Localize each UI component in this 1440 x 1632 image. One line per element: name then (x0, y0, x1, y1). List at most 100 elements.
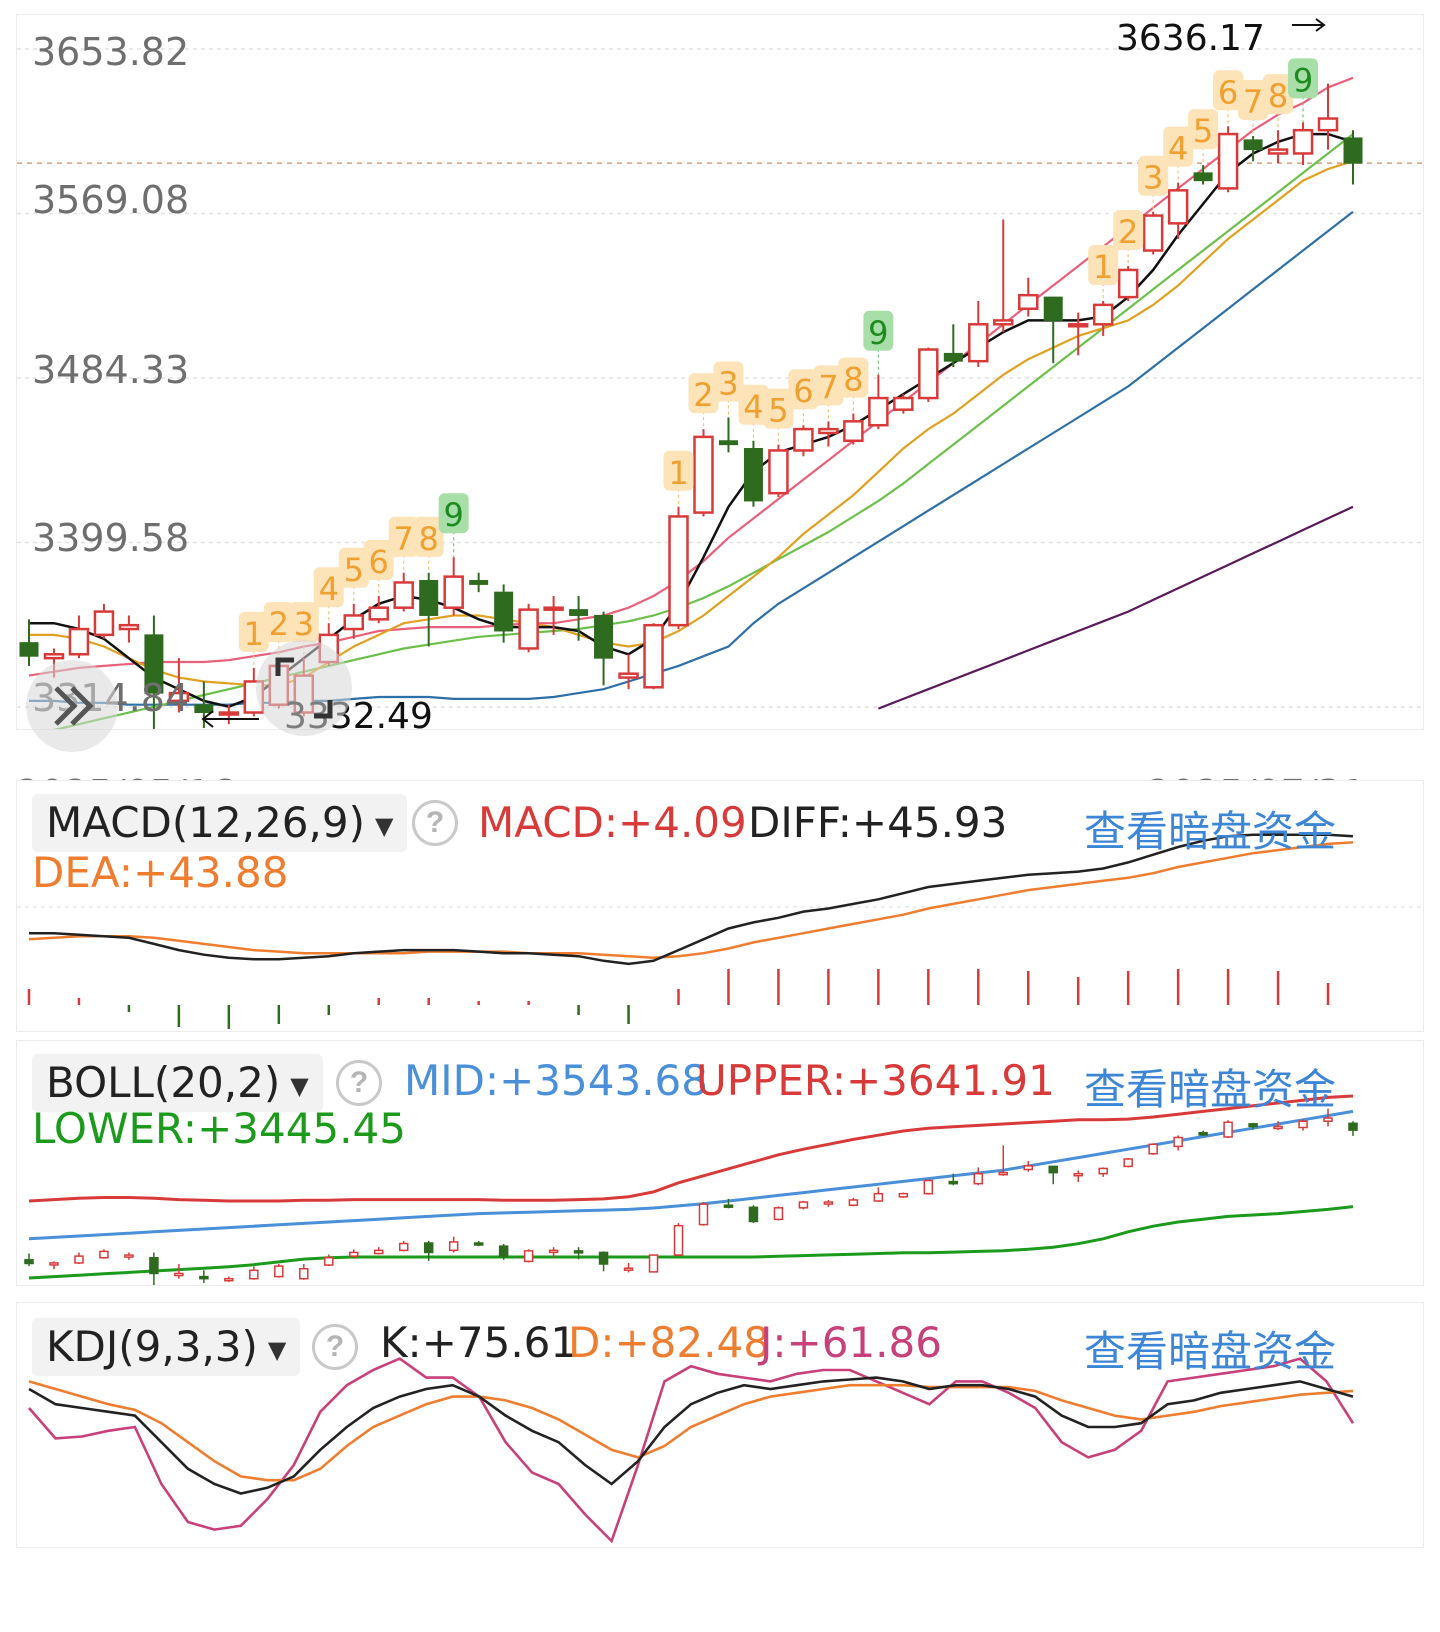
price-label-4: 3399.58 (32, 516, 190, 560)
td-badge-number: 4 (1168, 130, 1188, 168)
boll-selector[interactable]: BOLL(20,2) ▼ (32, 1054, 323, 1112)
candle-body (1117, 268, 1139, 299)
kdj-selector[interactable]: KDJ(9,3,3) ▼ (32, 1318, 301, 1376)
candle-body (1267, 148, 1289, 155)
boll-candle (998, 1145, 1009, 1176)
candle-body (419, 580, 439, 616)
candle (743, 440, 763, 507)
kdj-k-line (28, 1376, 1354, 1495)
boll-candle (99, 1249, 109, 1259)
boll-candle (648, 1254, 659, 1273)
dark-pool-link[interactable]: 查看暗盘资金 (1084, 1327, 1337, 1376)
candle (168, 658, 190, 713)
macd-value: MACD:+4.09 (478, 798, 747, 847)
candle (494, 584, 514, 643)
boll-candle (1148, 1143, 1158, 1155)
fullscreen-button[interactable] (256, 640, 352, 736)
candle-body (793, 427, 814, 452)
diff-value: DIFF:+45.93 (748, 798, 1008, 847)
boll-candle-body (1098, 1167, 1108, 1175)
td-badge-bg (813, 365, 844, 406)
td-badge: 8 (1263, 74, 1294, 131)
boll-candle (823, 1199, 834, 1207)
boll-candle-body (349, 1251, 359, 1257)
candle (218, 704, 240, 725)
boll-candle-body (199, 1275, 209, 1280)
expand-button[interactable] (26, 660, 118, 752)
high-value: 3636.17 (1116, 18, 1265, 59)
boll-candle-body (1298, 1120, 1308, 1129)
boll-candle-body (1073, 1172, 1083, 1177)
boll-candle (1198, 1130, 1208, 1136)
candle (68, 615, 90, 659)
td-badge: 4 (1163, 126, 1194, 183)
help-icon[interactable]: ? (336, 1060, 382, 1106)
candle (594, 611, 614, 686)
kdj-chart (28, 1357, 1355, 1544)
kdj-d-line (28, 1380, 1354, 1482)
candle (93, 603, 115, 639)
boll-candle (349, 1249, 359, 1259)
td-badge: 9 (438, 493, 469, 558)
boll-candle-body (1173, 1136, 1183, 1148)
candle (1317, 83, 1339, 150)
boll-candle (523, 1249, 534, 1263)
help-icon[interactable]: ? (312, 1324, 358, 1370)
dea-value: DEA:+43.88 (32, 848, 289, 897)
candle (843, 413, 864, 445)
kdj-d-value: D:+82.48 (568, 1318, 770, 1367)
td-badge-number: 3 (718, 364, 738, 402)
boll-candle-body (523, 1250, 534, 1263)
dark-pool-link[interactable]: 查看暗盘资金 (1084, 1065, 1337, 1114)
td-badge: 6 (1213, 70, 1244, 127)
boll-lower-line (28, 1205, 1354, 1280)
td-badge-number: 9 (1293, 61, 1313, 99)
boll-candle-body (973, 1172, 984, 1185)
boll-candle-body (299, 1267, 309, 1280)
candle-body (668, 515, 689, 627)
candle (818, 421, 839, 447)
td-badge: 9 (1288, 58, 1319, 123)
dark-pool-link[interactable]: 查看暗盘资金 (1084, 807, 1337, 856)
high-annotation: 3636.17 (1116, 18, 1265, 59)
boll-candle-body (673, 1224, 684, 1256)
td-badge-number: 2 (269, 605, 289, 643)
boll-candle (149, 1252, 159, 1285)
boll-candle (1248, 1122, 1258, 1130)
td-badge-bg (1088, 244, 1119, 285)
candle-body (1343, 137, 1363, 164)
candle (793, 425, 814, 457)
boll-candle (224, 1276, 234, 1282)
help-icon[interactable]: ? (412, 800, 458, 846)
td-badge: 8 (838, 357, 869, 414)
boll-candle (74, 1252, 84, 1264)
td-badge-bg (338, 547, 369, 588)
boll-candle-body (823, 1201, 834, 1205)
boll-candle (873, 1187, 884, 1203)
candle (419, 572, 439, 647)
candle-body (743, 448, 763, 502)
candle-body (494, 591, 514, 632)
td-badge-number: 5 (1193, 112, 1213, 150)
candle-body (19, 642, 39, 657)
boll-candle-body (1248, 1123, 1258, 1128)
td-badge: 3 (713, 361, 744, 418)
boll-candle-body (274, 1265, 284, 1278)
price-label-3: 3484.33 (32, 348, 190, 392)
candle-body (118, 623, 140, 631)
boll-candle (1298, 1119, 1308, 1131)
boll-candle-body (748, 1206, 759, 1223)
candle (194, 681, 214, 729)
boll-name: BOLL(20,2) (46, 1058, 281, 1107)
candle (118, 615, 140, 643)
chevron-down-icon: ▼ (374, 811, 394, 840)
boll-candle (249, 1266, 259, 1280)
td-badge: 7 (388, 516, 419, 573)
boll-candle-body (124, 1254, 134, 1258)
candle-body (393, 581, 414, 609)
macd-selector[interactable]: MACD(12,26,9) ▼ (32, 794, 408, 852)
boll-candle-body (873, 1192, 884, 1202)
price-label-2: 3569.08 (32, 178, 190, 222)
